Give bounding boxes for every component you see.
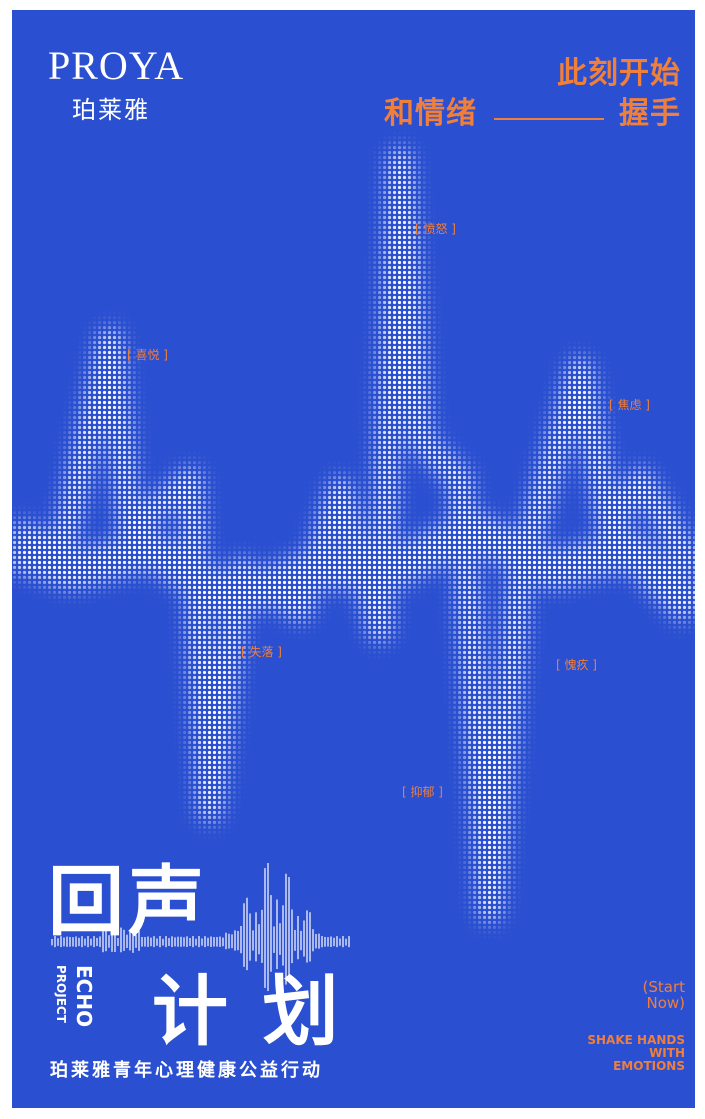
shake-line: WITH — [649, 1046, 685, 1060]
brand-name: PROYA — [48, 43, 185, 88]
equalizer — [51, 863, 350, 991]
waveform-dots — [12, 10, 695, 1108]
headline: 握手 — [619, 96, 681, 131]
headline: 和情绪 — [384, 96, 477, 131]
waveform — [12, 10, 695, 1108]
cta-now: Now) — [646, 994, 685, 1012]
headline: 此刻开始 — [557, 56, 681, 91]
title-main: 回声 — [48, 857, 208, 946]
emotion-label: [ 愧疚 ] — [556, 658, 597, 672]
shake-line: EMOTIONS — [613, 1059, 685, 1073]
emotion-label: [ 抑郁 ] — [402, 785, 443, 799]
emotion-label: [ 失落 ] — [241, 645, 282, 659]
subtitle: 珀莱雅青年心理健康公益行动 — [50, 1060, 323, 1081]
emotion-label: [ 焦虑 ] — [609, 398, 650, 412]
poster: PROYA 珀莱雅 此刻开始 和情绪 握手 [ 愤怒 ] [ 喜悦 ] [ 焦虑… — [12, 10, 695, 1108]
title-main: 计 划 — [152, 967, 343, 1056]
emotion-label: [ 愤怒 ] — [415, 222, 456, 236]
emotion-label: [ 喜悦 ] — [127, 348, 168, 362]
echo-label: ECHO — [72, 965, 96, 1028]
shake-line: SHAKE HANDS — [587, 1033, 685, 1047]
project-label: PROJECT — [54, 965, 68, 1023]
blank-line — [494, 118, 604, 120]
cta-start: (Start — [642, 978, 686, 996]
brand-name-cn: 珀莱雅 — [72, 96, 150, 124]
